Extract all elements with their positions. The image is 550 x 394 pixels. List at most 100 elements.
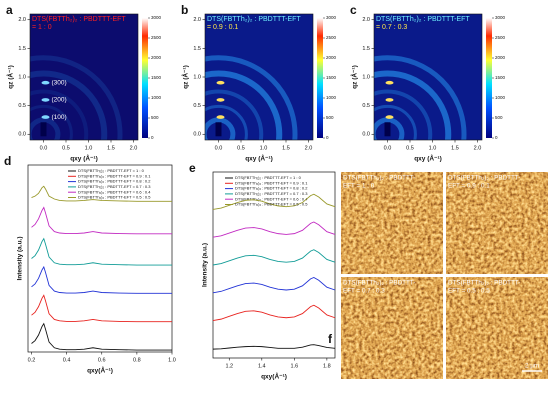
peak-label: (200)	[52, 97, 67, 104]
y-tick-label: 2.0	[18, 17, 26, 23]
y-tick-label: 1.0	[193, 74, 201, 80]
detector-image	[30, 14, 138, 140]
afm-label: DTS(FBTTh₂)₂ : PBDTTT-	[343, 280, 415, 287]
colorbar-tick-label: 2500	[495, 35, 506, 40]
plot-frame	[27, 164, 173, 353]
colorbar-tick-label: 2000	[495, 55, 506, 60]
x-tick-label: 0.5	[62, 145, 70, 151]
x-tick-label: 1.0	[260, 145, 268, 151]
y-tick-label: 1.0	[18, 74, 26, 80]
bragg-spot	[385, 115, 394, 119]
series-line	[31, 237, 172, 266]
panel-label: f	[328, 332, 333, 346]
scattering-ring	[30, 117, 61, 140]
afm-label: DTS(FBTTh₂)₂ : PBDTTT-	[448, 280, 520, 287]
colorbar-tick-label: 1000	[495, 95, 506, 100]
colorbar-tick-label: 0	[326, 135, 329, 140]
legend-label: DTS(FBTTh₂)₂ : PBDTTT-EFT = 0.9 : 0.1	[78, 173, 151, 178]
x-tick-label: 1.8	[323, 363, 331, 369]
legend-label: DTS(FBTTh₂)₂ : PBDTTT-EFT = 0.5 : 0.5	[78, 195, 151, 200]
colorbar-tick-label: 1500	[495, 75, 506, 80]
colorbar-tick-label: 2000	[326, 55, 337, 60]
y-tick-label: 1.5	[18, 46, 26, 52]
colorbar	[317, 18, 323, 138]
panel-label: d	[4, 154, 11, 168]
y-tick-label: 2.0	[362, 17, 370, 23]
x-tick-label: 2.0	[474, 145, 482, 151]
detector-image	[374, 14, 482, 140]
scattering-ring	[205, 117, 236, 140]
legend-label: DTS(FBTTh₂)₂ : PBDTTT-EFT = 1 : 0	[78, 168, 145, 173]
x-tick-label: 0.6	[98, 357, 106, 363]
y-tick-label: 2.0	[193, 17, 201, 23]
series-line	[212, 304, 336, 321]
y-tick-label: 1.5	[193, 46, 201, 52]
colorbar-tick-label: 500	[151, 115, 159, 120]
x-axis-title: qxy(Å⁻¹)	[87, 366, 113, 375]
colorbar-tick-label: 500	[495, 115, 503, 120]
panel-label: c	[350, 3, 357, 17]
bragg-spot	[41, 80, 50, 85]
afm-label: DTS(FBTTh₂)₂ : PBDTTT-	[343, 175, 415, 182]
x-tick-label: 0.8	[133, 357, 141, 363]
x-tick-label: 0.0	[384, 145, 392, 151]
colorbar-tick-label: 500	[326, 115, 334, 120]
series-line	[212, 249, 336, 266]
panel-label: b	[181, 3, 188, 17]
annotation: = 0.9 : 0.1	[207, 24, 238, 31]
x-tick-label: 1.5	[282, 145, 290, 151]
colorbar-tick-label: 2500	[326, 35, 337, 40]
y-tick-label: 1.5	[362, 46, 370, 52]
y-axis-title: Intensity (a.u.)	[202, 243, 209, 287]
scale-bar-label: 2 μm	[525, 363, 539, 370]
y-tick-label: 0.5	[193, 103, 201, 109]
y-tick-label: 0.5	[362, 103, 370, 109]
afm-label: EFT = 0.7 : 0.3	[343, 288, 385, 295]
scattering-ring	[205, 104, 248, 140]
y-axis-title: Intensity (a.u.)	[17, 236, 24, 280]
afm-label: EFT = 1 : 0	[343, 183, 375, 190]
bragg-spot	[385, 98, 394, 102]
panel-label: a	[6, 3, 13, 17]
colorbar-tick-label: 2500	[151, 35, 162, 40]
bragg-spot	[385, 80, 394, 85]
y-axis-title: qz (Å⁻¹)	[181, 65, 190, 89]
afm-image	[341, 172, 443, 274]
colorbar-tick-label: 3000	[151, 15, 162, 20]
x-tick-label: 1.6	[291, 363, 299, 369]
series-line	[212, 344, 336, 350]
scattering-ring	[30, 55, 123, 140]
colorbar-tick-label: 1500	[326, 75, 337, 80]
beamstop	[40, 122, 47, 137]
series-line	[212, 276, 336, 294]
scattering-ring	[30, 70, 108, 140]
scattering-ring	[205, 55, 298, 140]
annotation: DTS(FBTTh₂)₂ : PBDTTT-EFT	[207, 16, 301, 23]
series-line	[212, 221, 336, 238]
x-axis-title: qxy (Å⁻¹)	[414, 154, 442, 163]
peak-label: (100)	[52, 114, 67, 121]
bragg-spot	[216, 115, 225, 119]
afm-image	[446, 172, 548, 274]
scattering-ring	[205, 70, 283, 140]
legend-label: DTS(FBTTh₂)₂ : PBDTTT-EFT = 0.7 : 0.3	[78, 184, 151, 189]
annotation: DTS(FBTTh₂)₂ : PBDTTT-EFT	[376, 16, 470, 23]
colorbar	[142, 18, 148, 138]
x-tick-label: 0.2	[28, 357, 36, 363]
colorbar	[486, 18, 492, 138]
x-tick-label: 1.0	[168, 357, 176, 363]
peak-label: (300)	[52, 79, 67, 86]
series-line	[31, 206, 172, 235]
scattering-ring	[374, 70, 452, 140]
legend-label: DTS(FBTTh₂)₂ : PBDTTT-EFT = 0.6 : 0.4	[235, 196, 308, 201]
x-tick-label: 1.4	[258, 363, 266, 369]
x-tick-label: 0.5	[237, 145, 245, 151]
scattering-ring	[374, 117, 405, 140]
colorbar-tick-label: 1500	[151, 75, 162, 80]
x-tick-label: 0.4	[63, 357, 71, 363]
legend-label: DTS(FBTTh₂)₂ : PBDTTT-EFT = 0.6 : 0.4	[78, 189, 151, 194]
x-tick-label: 1.0	[85, 145, 93, 151]
beamstop	[384, 122, 391, 137]
y-axis-title: qz (Å⁻¹)	[350, 65, 359, 89]
